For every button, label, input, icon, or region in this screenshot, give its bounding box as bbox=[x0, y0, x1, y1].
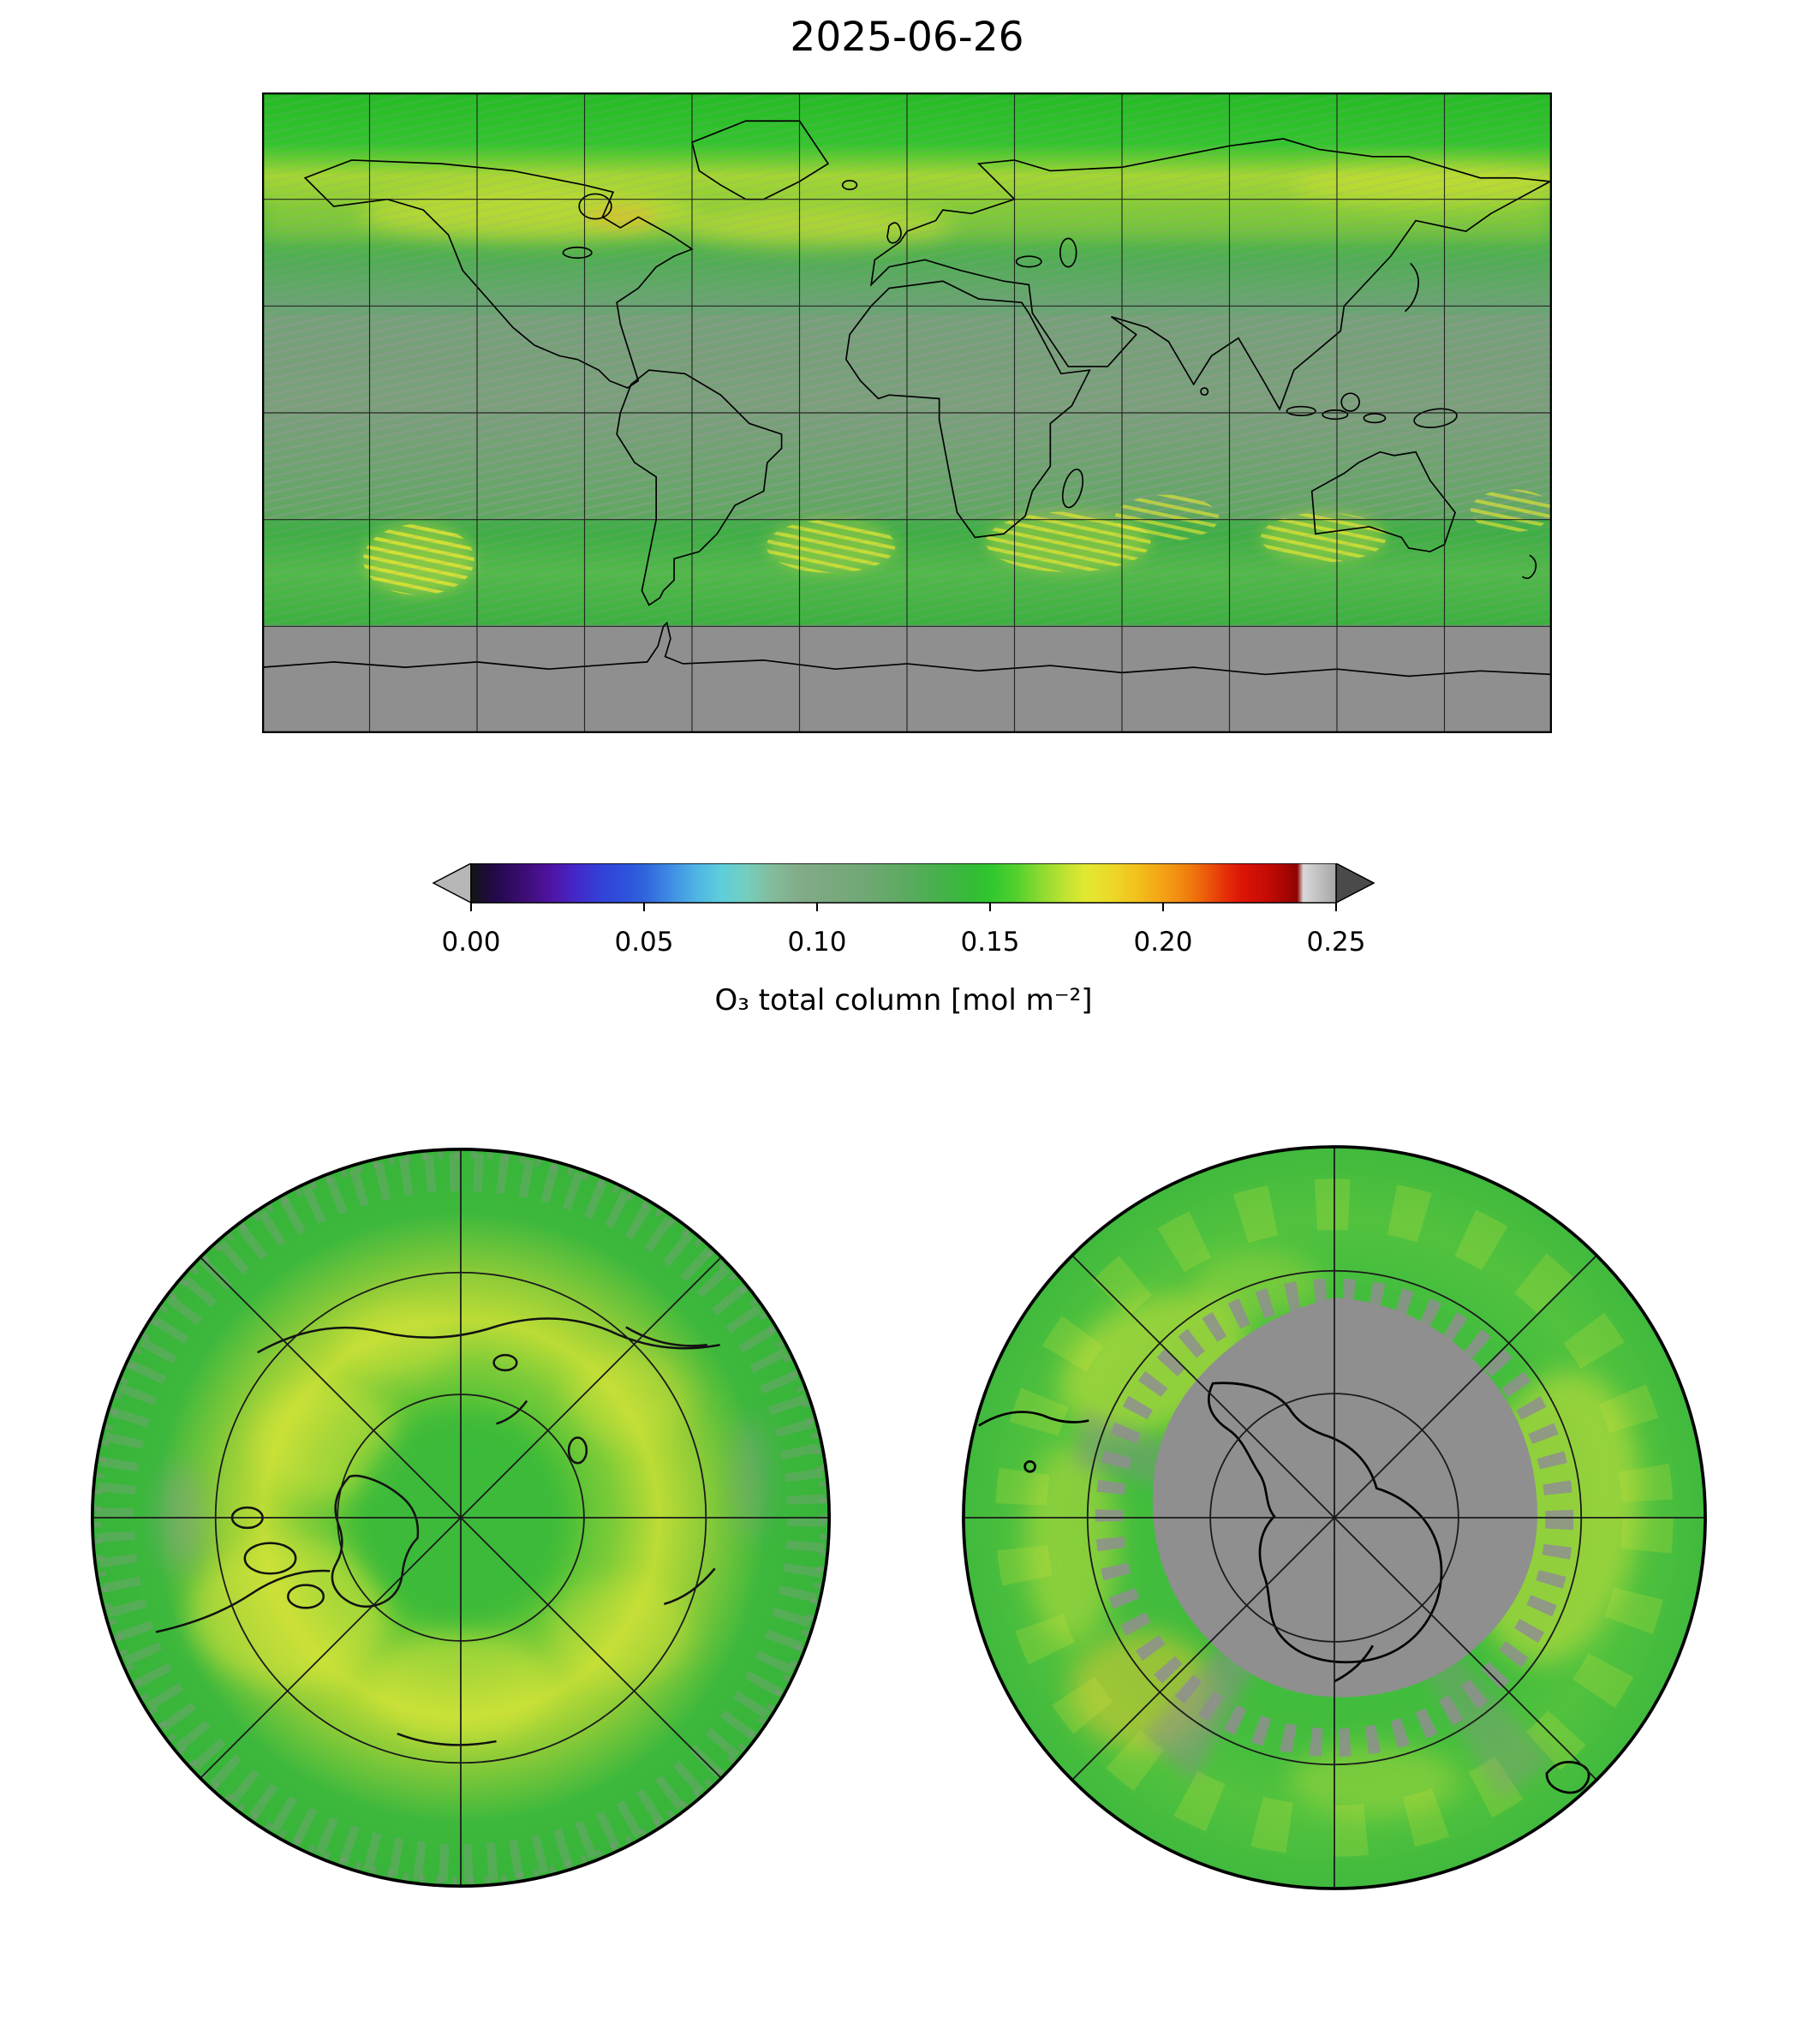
colorbar-tick-label: 0.05 bbox=[614, 927, 674, 958]
colorbar-ticks bbox=[470, 903, 1337, 911]
colorbar bbox=[433, 863, 1375, 911]
colorbar-tick-label: 0.25 bbox=[1306, 927, 1366, 958]
colorbar-tick-label: 0.00 bbox=[441, 927, 501, 958]
global-map-panel bbox=[262, 92, 1552, 733]
colorbar-under-arrow bbox=[433, 863, 472, 904]
north-map-border bbox=[90, 1147, 832, 1889]
north-coastlines bbox=[155, 1317, 720, 1746]
global-map bbox=[262, 92, 1552, 733]
colorbar-tick-label: 0.20 bbox=[1133, 927, 1193, 958]
colorbar-label: O₃ total column [mol m⁻²] bbox=[714, 983, 1093, 1017]
coastlines bbox=[262, 120, 1552, 677]
south-polar-map bbox=[962, 1145, 1707, 1890]
map-border bbox=[262, 92, 1552, 733]
colorbar-tick-label: 0.15 bbox=[960, 927, 1020, 958]
north-yellow-patches bbox=[190, 1304, 692, 1740]
colorbar-gradient bbox=[470, 863, 1337, 904]
north-graticule bbox=[92, 1149, 830, 1887]
south-graticule bbox=[963, 1146, 1706, 1889]
south-map-border bbox=[962, 1145, 1707, 1890]
south-coastlines bbox=[978, 1381, 1590, 1794]
figure-title: 2025-06-26 bbox=[790, 14, 1024, 61]
colorbar-over-arrow bbox=[1335, 863, 1375, 904]
graticule bbox=[262, 92, 1552, 733]
north-polar-map bbox=[90, 1147, 832, 1889]
colorbar-tick-label: 0.10 bbox=[787, 927, 847, 958]
